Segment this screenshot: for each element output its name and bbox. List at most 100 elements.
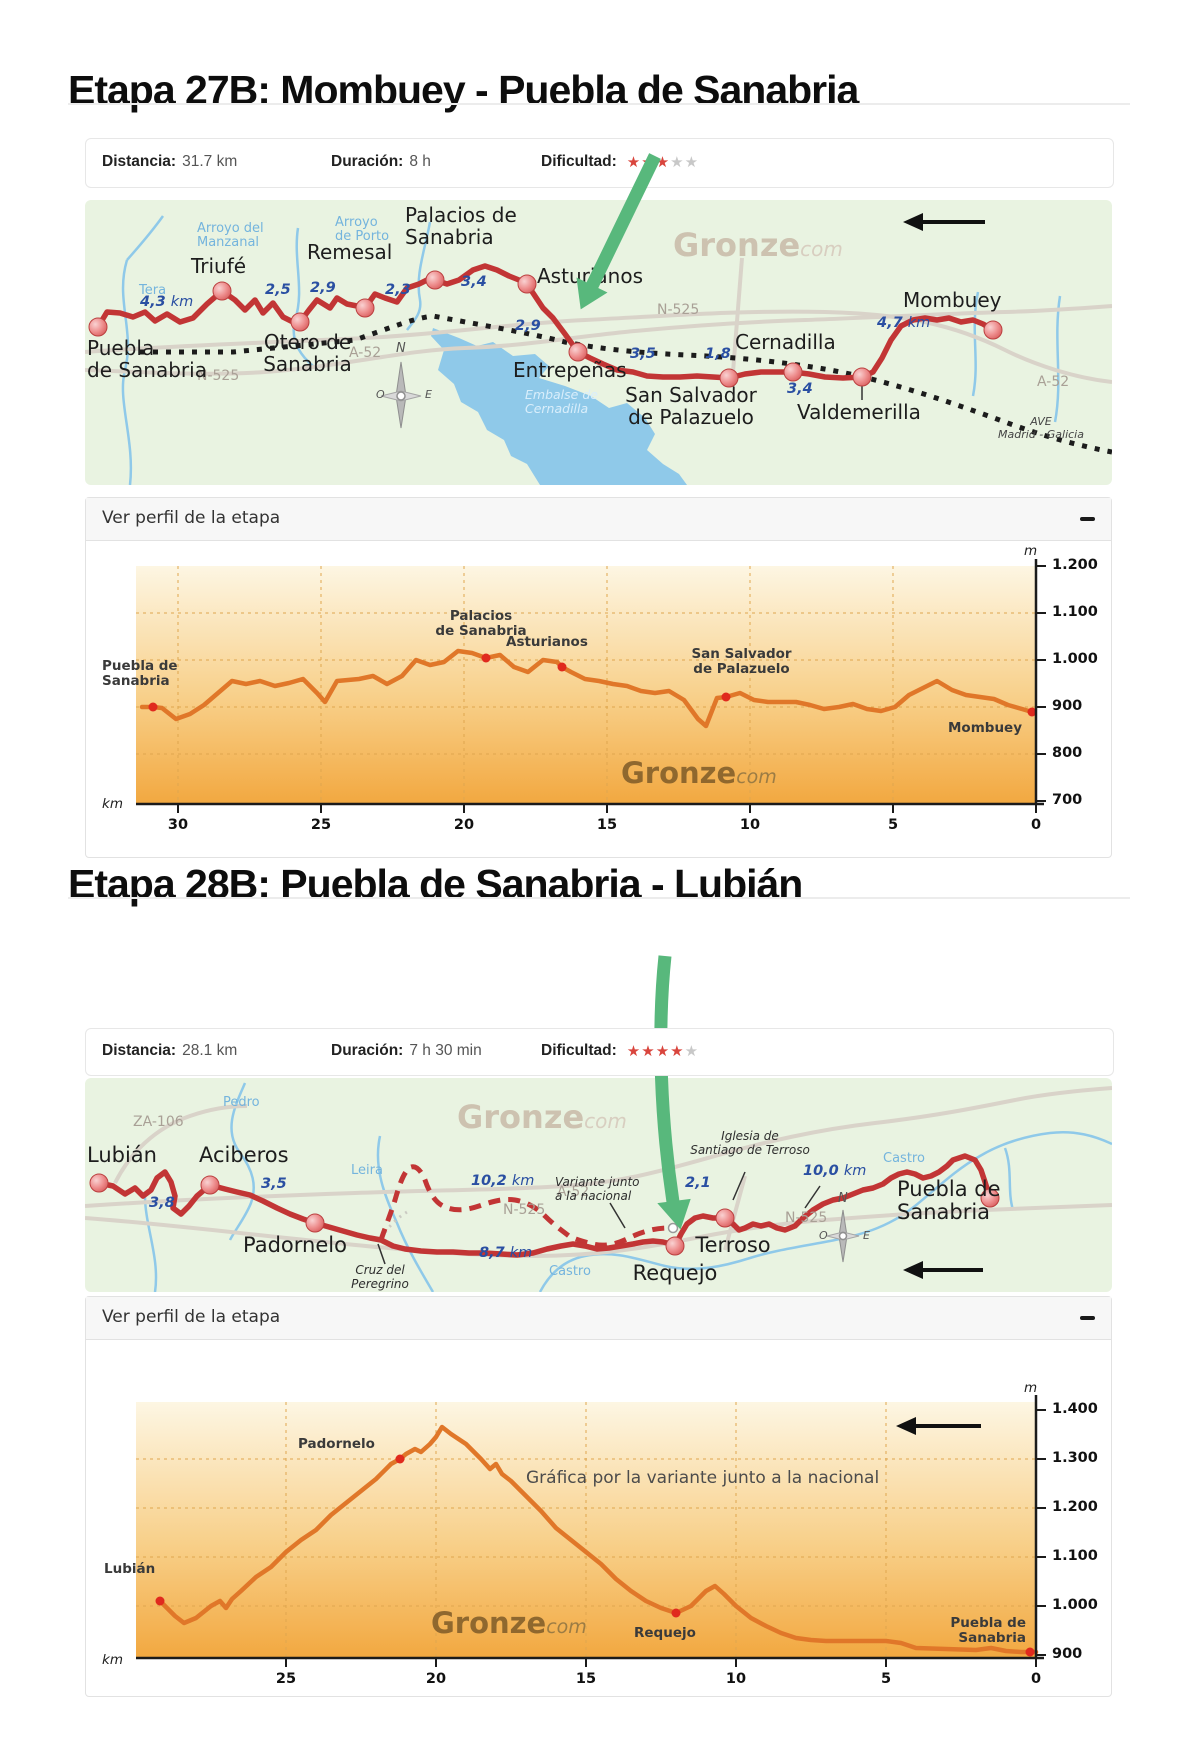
- town-label-otero: Otero de Sanabria: [263, 330, 352, 376]
- distance-marker: 3,4: [787, 381, 813, 397]
- divider: [68, 103, 1130, 105]
- chart-grid: [136, 1402, 1036, 1658]
- x-tick: 10: [739, 817, 761, 833]
- direction-arrow-icon: [903, 213, 985, 231]
- y-tick: 800: [1052, 745, 1083, 761]
- collapse-minus-icon[interactable]: [1080, 517, 1095, 521]
- difficulty-stat: Dificultad:★★★★★: [541, 1042, 699, 1060]
- lake-label-embalse: Embalse de Cernadilla: [525, 387, 598, 417]
- duration-label: Duración:: [331, 1042, 404, 1059]
- duration-stat: Duración: 7 h 30 min: [331, 1042, 482, 1060]
- chart-label-sansalvador: San Salvador de Palazuelo: [691, 646, 792, 678]
- chart-label-asturianos: Asturianos: [506, 634, 588, 650]
- town-label-triufe: Triufé: [191, 254, 247, 278]
- profile-toggle-header[interactable]: Ver perfil de la etapa: [86, 498, 1111, 541]
- distance-marker: 2,3: [385, 282, 411, 298]
- chart-label-mombuey: Mombuey: [948, 720, 1023, 736]
- star-icon: ★: [626, 1043, 642, 1060]
- x-tick: 0: [1030, 1671, 1042, 1687]
- road-label-n525: N-525: [503, 1202, 546, 1218]
- gronze-watermark: Gronzecom: [431, 1606, 587, 1640]
- distance-marker: 10,0 km: [803, 1163, 867, 1179]
- town-label-palacios: Palacios de Sanabria: [405, 203, 517, 249]
- star-icon: ★: [626, 154, 642, 171]
- star-icon: ★: [641, 1043, 656, 1060]
- y-tick: 700: [1052, 792, 1083, 808]
- x-tick: 25: [275, 1671, 297, 1687]
- town-label-sansalvador: San Salvador de Palazuelo: [625, 383, 757, 429]
- variante-label: Variante junto a la nacional: [555, 1175, 640, 1203]
- x-tick: 15: [575, 1671, 597, 1687]
- town-label-remesal: Remesal: [307, 240, 393, 264]
- compass-n: N: [838, 1191, 848, 1206]
- elevation-profile-line: [139, 648, 1035, 729]
- compass-icon: [380, 361, 422, 429]
- y-tick: 900: [1052, 1646, 1083, 1662]
- town-label-aciberos: Aciberos: [199, 1143, 289, 1167]
- y-tick: 1.100: [1052, 1548, 1098, 1564]
- road-label-a52: A-52: [557, 1184, 590, 1200]
- x-tick: 5: [887, 817, 899, 833]
- distance-marker: 1,8: [705, 346, 731, 362]
- distance-value: 31.7 km: [182, 153, 238, 170]
- stage-27b-map: Gronzecom N O E Puebla de Sanabria Triufé…: [85, 200, 1112, 485]
- compass-n: N: [396, 341, 406, 356]
- star-icon: ★: [670, 1043, 685, 1060]
- town-label-puebla: Puebla de Sanabria: [897, 1177, 1001, 1224]
- camino-route: [95, 263, 996, 381]
- road-label-a52: A-52: [1037, 374, 1070, 390]
- compass-o: O: [819, 1229, 828, 1242]
- elevation-chart-graphics: [136, 559, 1046, 813]
- profile-toggle-label: Ver perfil de la etapa: [102, 1307, 281, 1327]
- y-tick: 1.000: [1052, 1597, 1098, 1613]
- compass-e: E: [863, 1229, 870, 1242]
- gronze-watermark: Gronzecom: [457, 1098, 627, 1136]
- road-label-n525: N-525: [197, 368, 240, 384]
- y-tick: 1.400: [1052, 1401, 1098, 1417]
- x-axis-unit: km: [102, 1652, 123, 1668]
- y-tick: 900: [1052, 698, 1083, 714]
- distance-marker: 2,5: [265, 282, 291, 298]
- road-label-n525: N-525: [785, 1210, 828, 1226]
- collapse-minus-icon[interactable]: [1080, 1316, 1095, 1320]
- chart-axes: [136, 559, 1046, 813]
- x-axis-unit: km: [102, 796, 123, 812]
- town-label-cernadilla: Cernadilla: [735, 330, 836, 354]
- direction-arrow-icon: [896, 1417, 981, 1435]
- duration-value: 8 h: [409, 153, 431, 170]
- town-markers: [89, 1173, 1000, 1256]
- chart-label-puebla: Puebla de Sanabria: [950, 1615, 1026, 1647]
- x-tick: 0: [1030, 817, 1042, 833]
- distance-marker: 3,8: [149, 1195, 175, 1211]
- chart-label-padornelo: Padornelo: [298, 1436, 375, 1452]
- town-markers: [88, 270, 1003, 388]
- town-label-puebla: Puebla de Sanabria: [87, 336, 207, 382]
- stage-27b-profile-panel: Ver perfil de la etapa: [85, 497, 1112, 858]
- stage-27b-stats-bar: Distancia: 31.7 km Duración: 8 h Dificulta…: [85, 138, 1114, 188]
- y-tick: 1.200: [1052, 557, 1098, 573]
- river-label-tera: Tera: [139, 283, 167, 298]
- waypoint-dots: [155, 1454, 1035, 1657]
- river-label-castro: Castro: [883, 1151, 925, 1166]
- river-label-pedro: Pedro: [223, 1095, 260, 1110]
- road-label-n525: N-525: [657, 302, 700, 318]
- brand-suffix: com: [800, 237, 843, 261]
- stage-27b-title: Etapa 27B: Mombuey - Puebla de Sanabria: [68, 67, 859, 114]
- distance-marker: 2,9: [515, 318, 541, 334]
- x-tick: 30: [167, 817, 189, 833]
- green-pointer-arrow: [576, 153, 661, 310]
- y-tick: 1.000: [1052, 651, 1098, 667]
- star-icon: ★: [670, 154, 685, 171]
- x-tick: 5: [880, 1671, 892, 1687]
- profile-toggle-header[interactable]: Ver perfil de la etapa: [86, 1297, 1111, 1340]
- elevation-chart-graphics: [136, 1395, 1046, 1667]
- distance-marker: 3,4: [461, 274, 487, 290]
- river-label-castro: Castro: [549, 1264, 591, 1279]
- distance-marker: 3,5: [630, 346, 656, 362]
- chart-label-lubian: Lubián: [104, 1561, 156, 1577]
- stage-28b-title: Etapa 28B: Puebla de Sanabria - Lubián: [68, 861, 803, 908]
- y-axis-unit: m: [1024, 1380, 1038, 1396]
- compass-icon: [826, 1209, 860, 1263]
- river-label-manzanal: Arroyo del Manzanal: [197, 221, 264, 251]
- distance-marker: 4,7 km: [877, 315, 931, 331]
